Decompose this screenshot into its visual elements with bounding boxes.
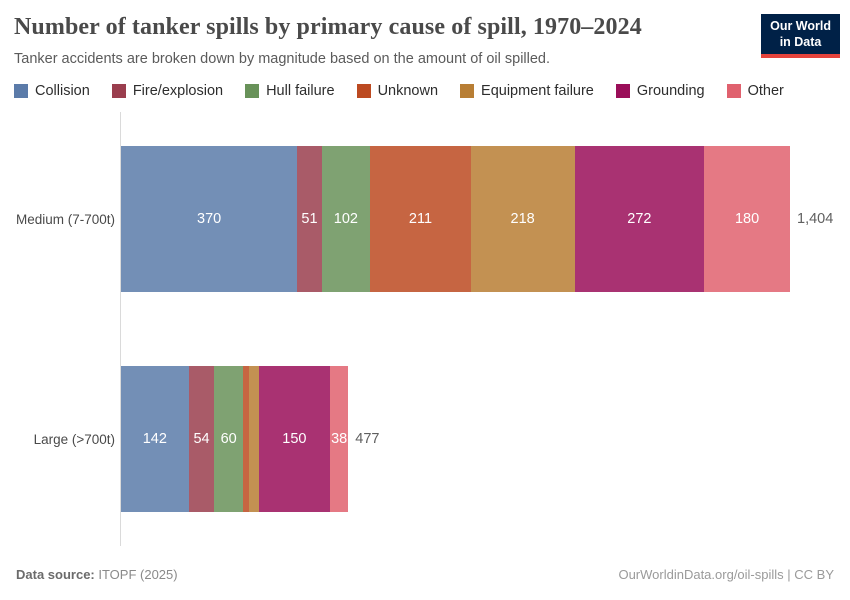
- bar-row-medium-7-700t: Medium (7-700t) 370 51 102 211 218 272 180 1,404: [0, 146, 850, 292]
- legend-label: Other: [747, 83, 784, 99]
- legend-item-unknown[interactable]: Unknown: [356, 83, 439, 99]
- y-tick-label: Large (>700t): [33, 431, 115, 447]
- bar-segment-fire-explosion[interactable]: 51: [297, 146, 322, 292]
- legend-item-grounding[interactable]: Grounding: [615, 83, 705, 99]
- legend-label: Fire/explosion: [132, 83, 224, 99]
- bar-segment-unknown[interactable]: 211: [370, 146, 471, 292]
- legend-item-other[interactable]: Other: [726, 83, 784, 99]
- legend-label: Grounding: [636, 83, 705, 99]
- bar-row-large-700t: Large (>700t) 142 54 60 150 38 477: [0, 366, 850, 512]
- legend-swatch-equipment-failure: [460, 84, 475, 98]
- legend-swatch-fire-explosion: [111, 84, 126, 98]
- bar-segment-value: 142: [142, 431, 167, 447]
- bar-segment-grounding[interactable]: 150: [258, 366, 331, 512]
- legend-item-hull-failure[interactable]: Hull failure: [245, 83, 335, 99]
- chart-footer: Data source: ITOPF (2025) OurWorldinData…: [16, 567, 834, 582]
- legend-item-fire-explosion[interactable]: Fire/explosion: [111, 83, 224, 99]
- bar-segment-value: 60: [220, 431, 237, 447]
- owid-logo-line1: Our World: [770, 19, 831, 33]
- bar-segment-grounding[interactable]: 272: [574, 146, 705, 292]
- bar-segment-other[interactable]: 38: [330, 366, 349, 512]
- bar-segment-value: 150: [282, 431, 307, 447]
- credit-link[interactable]: OurWorldinData.org/oil-spills | CC BY: [618, 567, 834, 582]
- bar-segment-fire-explosion[interactable]: 54: [188, 366, 215, 512]
- legend-item-collision[interactable]: Collision: [14, 83, 90, 99]
- bar-segment-hull-failure[interactable]: 60: [214, 366, 243, 512]
- chart-title: Number of tanker spills by primary cause…: [14, 14, 642, 40]
- bar-segment-other[interactable]: 180: [704, 146, 790, 292]
- bar-segment-collision[interactable]: 370: [121, 146, 298, 292]
- bar-segment-value: 54: [193, 431, 210, 447]
- owid-logo-line2: in Data: [779, 34, 822, 49]
- legend-label: Unknown: [377, 83, 439, 99]
- bar-segment-value: 370: [197, 211, 222, 227]
- owid-logo[interactable]: Our World in Data: [761, 14, 840, 59]
- bar-track: 370 51 102 211 218 272 180: [121, 146, 790, 292]
- legend-label: Equipment failure: [481, 83, 594, 99]
- y-axis-line: [120, 112, 121, 546]
- y-tick-label: Medium (7-700t): [15, 211, 115, 227]
- data-source-link[interactable]: ITOPF (2025): [94, 567, 178, 582]
- bar-segment-value: 38: [331, 431, 348, 447]
- bar-segment-collision[interactable]: 142: [121, 366, 189, 512]
- legend-label: Collision: [35, 83, 90, 99]
- bar-track: 142 54 60 150 38: [121, 366, 349, 512]
- legend-item-equipment-failure[interactable]: Equipment failure: [460, 83, 594, 99]
- bar-total-label: 477: [355, 431, 380, 447]
- bar-segment-value: 180: [734, 211, 760, 227]
- bar-segment-value: 102: [333, 211, 358, 227]
- bar-segment-value: 51: [301, 211, 318, 227]
- chart-header: Number of tanker spills by primary cause…: [14, 14, 840, 67]
- legend-swatch-other: [726, 84, 741, 98]
- legend-label: Hull failure: [266, 83, 335, 99]
- data-source-note: Data source: ITOPF (2025): [16, 567, 178, 582]
- chart-subtitle: Tanker accidents are broken down by magn…: [14, 51, 551, 67]
- legend-swatch-hull-failure: [245, 84, 260, 98]
- legend-swatch-collision: [14, 84, 28, 98]
- bar-segment-value: 272: [627, 211, 652, 227]
- bar-total-label: 1,404: [797, 211, 834, 227]
- bar-segment-unknown[interactable]: [242, 366, 249, 512]
- legend-swatch-unknown: [356, 84, 371, 98]
- bar-segment-value: 211: [408, 211, 433, 227]
- legend-swatch-grounding: [615, 84, 630, 98]
- data-source-label: Data source:: [16, 567, 95, 582]
- bar-segment-equipment-failure[interactable]: [248, 366, 259, 512]
- bar-segment-hull-failure[interactable]: 102: [321, 146, 371, 292]
- plot-area: Medium (7-700t) 370 51 102 211 218 272 180 1,404…: [0, 112, 850, 546]
- bar-segment-equipment-failure[interactable]: 218: [470, 146, 575, 292]
- bar-segment-value: 218: [510, 211, 535, 227]
- legend: Collision Fire/explosion Hull failure Unkno…: [14, 83, 840, 99]
